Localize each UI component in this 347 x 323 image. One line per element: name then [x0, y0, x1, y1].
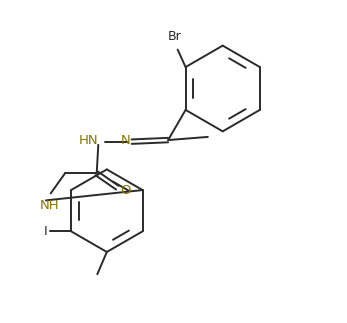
Text: I: I [43, 225, 47, 238]
Text: N: N [120, 134, 130, 147]
Text: HN: HN [79, 134, 98, 147]
Text: Br: Br [168, 30, 181, 43]
Text: O: O [120, 184, 131, 197]
Text: NH: NH [39, 199, 59, 212]
